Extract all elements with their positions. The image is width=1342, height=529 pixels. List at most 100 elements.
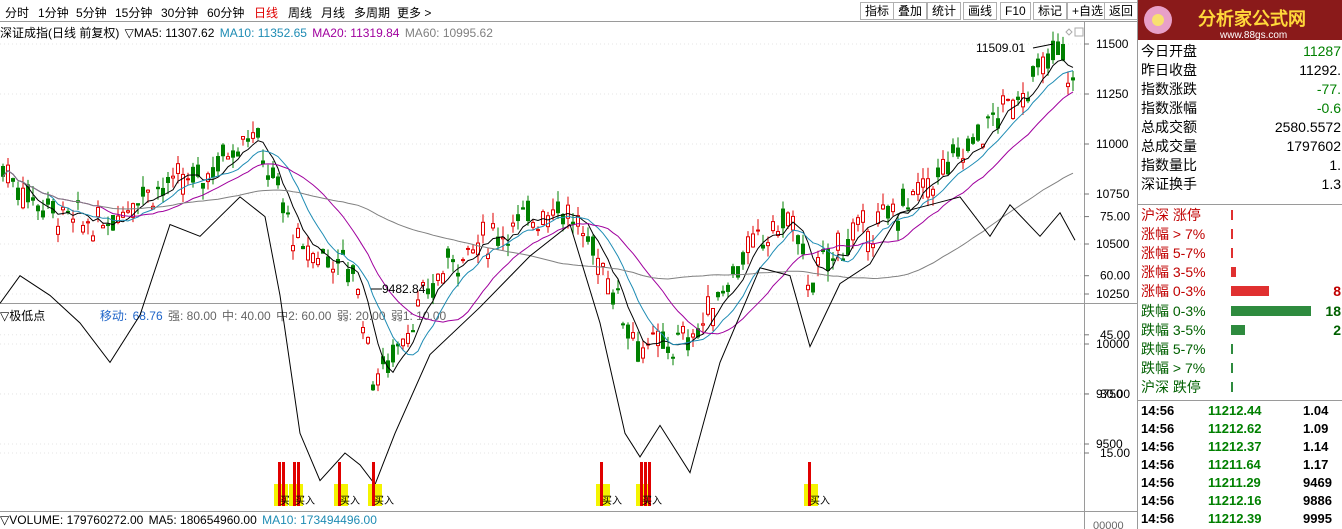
distribution-bar [1231, 229, 1233, 239]
distribution-row: 涨幅 5-7% [1141, 244, 1342, 263]
stat-value: 1. [1329, 157, 1341, 173]
candle-body [766, 242, 770, 247]
indicator-move-value: 68.76 [132, 309, 163, 323]
distribution-bar [1231, 325, 1245, 335]
window-toggle-icon[interactable] [1074, 27, 1084, 37]
ma60-line [2, 170, 1074, 280]
tick-volume: 9469 [1303, 475, 1332, 490]
stat-row: 昨日收盘 11292. [1141, 61, 1342, 80]
stats-button[interactable]: 统计 [927, 2, 962, 20]
tick-row: 14:56 11212.39 9995 [1141, 510, 1342, 528]
candle-body [1061, 44, 1065, 61]
candle-body [576, 215, 580, 227]
indicator-button[interactable]: 指标 [860, 2, 895, 20]
stat-label: 昨日收盘 [1141, 62, 1197, 78]
candle-body [86, 221, 90, 224]
candle-body [301, 246, 305, 250]
period-tab-multi[interactable]: 多周期 [354, 6, 391, 20]
distribution-row: 沪深 涨停 [1141, 206, 1342, 225]
candle-body [311, 253, 315, 264]
buy-signal-bar [278, 462, 281, 506]
candle-body [121, 211, 125, 218]
candle-body [516, 214, 520, 222]
distribution-count: 8 [1333, 283, 1341, 299]
candle-body [446, 248, 450, 258]
distribution-row: 跌幅 3-5% 2 [1141, 321, 1342, 340]
buy-signal-bar [282, 462, 285, 506]
period-tab-60min[interactable]: 60分钟 [207, 6, 245, 20]
distribution-row: 涨幅 0-3% 8 [1141, 282, 1342, 301]
period-tab-daily[interactable]: 日线 [254, 6, 279, 20]
stat-label: 指数量比 [1141, 157, 1197, 173]
candle-body [526, 200, 530, 222]
candle-body [506, 243, 510, 246]
ma20-label: MA20: 11319.84 [312, 26, 400, 40]
period-tab-30min[interactable]: 30分钟 [161, 6, 199, 20]
candle-body [681, 325, 685, 334]
period-tab-time[interactable]: 分时 [5, 6, 30, 20]
tick-time: 14:56 [1141, 403, 1175, 418]
tick-volume: 1.09 [1303, 421, 1329, 436]
candle-body [721, 290, 725, 294]
candle-body [376, 373, 380, 386]
candle-body [231, 150, 235, 158]
candle-body [241, 136, 245, 140]
period-tab-monthly[interactable]: 月线 [321, 6, 346, 20]
ma10-label: MA10: 11352.65 [219, 26, 307, 40]
draw-line-button[interactable]: 画线 [963, 2, 998, 20]
period-tab-5min[interactable]: 5分钟 [76, 6, 107, 20]
price-axis-label: 9750 [1096, 387, 1123, 401]
distribution-bar [1231, 306, 1311, 316]
indicator-weak1: 弱1: 10.00 [390, 309, 447, 323]
candle-body [546, 215, 550, 228]
candle-body [286, 212, 290, 215]
candle-body [871, 243, 875, 249]
candle-body [276, 176, 280, 186]
candle-body [556, 201, 560, 214]
logo-text: 分析家公式网 [1198, 8, 1306, 29]
indicator-axis-label: 30.00 [1100, 387, 1130, 401]
candle-body [281, 202, 285, 214]
candle-body [731, 266, 735, 275]
candle-body [811, 282, 815, 293]
price-axis-label: 10500 [1096, 237, 1130, 251]
candle-body [1036, 58, 1040, 68]
indicator-mid: 中: 40.00 [222, 309, 271, 323]
candle-body [266, 175, 270, 180]
period-tab-15min[interactable]: 15分钟 [115, 6, 153, 20]
add-watchlist-button[interactable]: +自选 [1067, 2, 1109, 20]
candle-body [511, 222, 515, 227]
candle-body [566, 204, 570, 219]
distribution-label: 沪深 跌停 [1141, 379, 1201, 395]
indicator-legend: ▽极低点 移动: 68.76 强: 80.00 中: 40.00 中2: 60.… [0, 307, 448, 324]
candle-body [761, 244, 765, 249]
diamond-icon[interactable] [1065, 28, 1073, 36]
candle-body [46, 198, 50, 205]
chart-corner-icons[interactable] [1065, 27, 1084, 37]
period-tab-weekly[interactable]: 周线 [288, 6, 313, 20]
distribution-count: 18 [1325, 303, 1341, 319]
period-tab-1min[interactable]: 1分钟 [38, 6, 69, 20]
candle-body [541, 211, 545, 225]
buy-signal-bar [293, 462, 296, 506]
candle-body [1066, 82, 1070, 88]
overlay-button[interactable]: 叠加 [893, 2, 928, 20]
candle-body [91, 235, 95, 242]
indicator-axis-label: 60.00 [1100, 269, 1130, 283]
buy-signal-label: 买入 [340, 495, 360, 507]
period-tab-more[interactable]: 更多 > [397, 6, 432, 20]
tick-price: 11212.37 [1208, 439, 1262, 454]
chart-area[interactable]: 深证成指(日线 前复权) ▽MA5: 11307.62 MA10: 11352.… [0, 22, 1137, 529]
candle-body [221, 144, 225, 157]
distribution-label: 涨幅 0-3% [1141, 283, 1206, 299]
tick-time: 14:56 [1141, 493, 1175, 508]
back-button[interactable]: 返回 [1104, 2, 1139, 20]
candle-body [411, 330, 415, 333]
distribution-bar [1231, 382, 1233, 392]
f10-button[interactable]: F10 [1000, 2, 1031, 20]
candle-body [931, 188, 935, 196]
candle-body [716, 291, 720, 298]
mark-button[interactable]: 标记 [1033, 2, 1068, 20]
candle-body [111, 215, 115, 231]
candle-body [71, 218, 75, 223]
